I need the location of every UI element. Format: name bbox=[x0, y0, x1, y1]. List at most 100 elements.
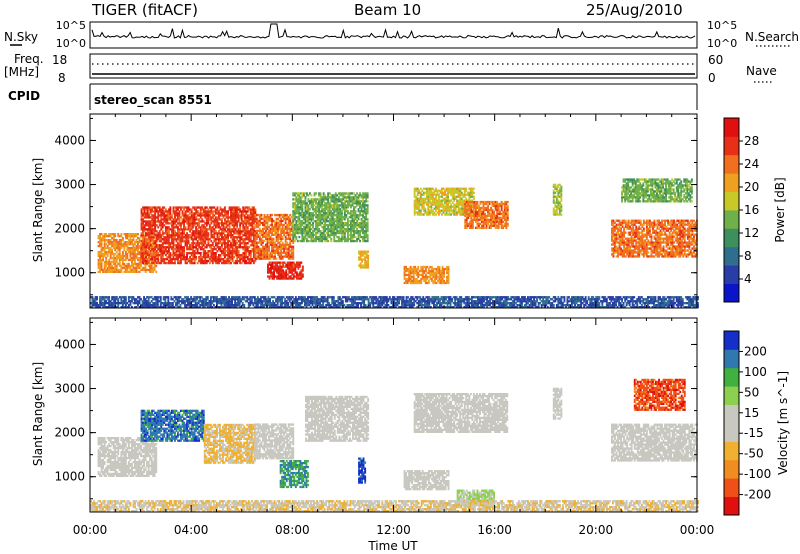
power-cell bbox=[106, 246, 109, 250]
power-cell bbox=[105, 270, 108, 273]
cpid-panel: CPID stereo_scan 8551 bbox=[8, 83, 698, 110]
power-cell bbox=[292, 214, 295, 217]
power-cell bbox=[213, 220, 216, 223]
power-cell bbox=[149, 234, 152, 237]
power-cell bbox=[298, 216, 301, 219]
power-cell bbox=[140, 222, 143, 225]
power-cell bbox=[307, 206, 310, 209]
power-cell bbox=[293, 204, 296, 207]
power-cell bbox=[237, 232, 240, 235]
power-cell bbox=[245, 216, 248, 219]
power-cell bbox=[184, 238, 187, 241]
power-cell bbox=[289, 263, 292, 266]
power-cell bbox=[277, 239, 280, 242]
power-cell bbox=[351, 237, 354, 241]
power-cell bbox=[120, 268, 123, 272]
power-cell bbox=[324, 194, 327, 197]
power-cell bbox=[155, 210, 158, 213]
power-cell bbox=[275, 243, 278, 246]
power-cell bbox=[181, 214, 184, 217]
power-cell bbox=[275, 237, 278, 240]
power-cell bbox=[296, 231, 299, 235]
power-cell bbox=[195, 226, 198, 229]
power-cell bbox=[172, 234, 175, 237]
power-cell bbox=[152, 224, 155, 227]
power-cell bbox=[180, 234, 182, 237]
power-cell bbox=[233, 252, 236, 255]
power-cell bbox=[121, 260, 124, 264]
power-cell bbox=[272, 229, 275, 232]
power-cell bbox=[304, 218, 307, 221]
power-cell bbox=[243, 232, 246, 235]
power-cell bbox=[286, 263, 289, 266]
power-cell bbox=[454, 207, 457, 210]
power-cell bbox=[465, 220, 468, 223]
power-cell bbox=[560, 207, 563, 210]
power-cell bbox=[201, 234, 204, 237]
power-cell bbox=[204, 236, 207, 239]
power-cell bbox=[315, 228, 317, 231]
power-cell bbox=[328, 235, 331, 239]
power-cell bbox=[224, 206, 226, 209]
power-cell bbox=[287, 231, 290, 234]
power-cell bbox=[303, 222, 305, 225]
power-cell bbox=[129, 270, 132, 273]
power-cell bbox=[289, 249, 292, 252]
power-cell bbox=[318, 214, 320, 217]
power-cell bbox=[288, 269, 291, 272]
power-cell bbox=[177, 246, 179, 249]
power-cell bbox=[286, 251, 289, 254]
power-cell bbox=[219, 232, 222, 235]
power-cell bbox=[327, 239, 330, 243]
power-cell bbox=[313, 233, 316, 237]
power-cell bbox=[269, 219, 272, 223]
power-cell bbox=[161, 242, 164, 245]
power-cell bbox=[172, 256, 175, 259]
power-cell bbox=[289, 237, 292, 240]
power-cell bbox=[240, 242, 243, 245]
power-cell bbox=[318, 222, 320, 225]
power-cell bbox=[234, 250, 237, 253]
power-cell bbox=[202, 234, 205, 237]
power-cell bbox=[160, 256, 163, 259]
power-cell bbox=[236, 206, 239, 209]
power-cell bbox=[207, 250, 210, 253]
power-cell bbox=[246, 222, 249, 225]
power-cell bbox=[134, 250, 136, 254]
power-cell bbox=[193, 230, 196, 233]
power-cell bbox=[184, 214, 187, 217]
power-cell bbox=[115, 244, 118, 248]
power-cell bbox=[219, 234, 222, 237]
power-cell bbox=[304, 208, 307, 211]
power-cell bbox=[216, 238, 219, 241]
power-cell bbox=[103, 268, 106, 272]
power-cell bbox=[278, 247, 281, 250]
power-cell bbox=[309, 200, 311, 203]
power-cell bbox=[111, 241, 114, 244]
power-cell bbox=[142, 234, 144, 237]
power-cell bbox=[131, 264, 133, 268]
power-cell bbox=[146, 208, 149, 211]
power-cell bbox=[183, 206, 185, 209]
power-cell bbox=[243, 250, 246, 253]
power-cell bbox=[152, 222, 155, 225]
power-cell bbox=[248, 234, 251, 237]
power-cell bbox=[430, 207, 433, 210]
power-cell bbox=[281, 227, 284, 231]
power-cell bbox=[234, 206, 237, 209]
power-cell bbox=[151, 210, 154, 213]
power-cell bbox=[230, 222, 232, 225]
power-cell bbox=[102, 254, 104, 258]
power-cell bbox=[120, 235, 123, 238]
power-cell bbox=[293, 208, 296, 211]
power-cell bbox=[312, 222, 314, 225]
power-cell bbox=[172, 261, 175, 265]
power-region bbox=[403, 265, 450, 285]
power-cell bbox=[99, 233, 101, 236]
power-cell bbox=[283, 247, 286, 250]
power-cell bbox=[353, 233, 355, 237]
power-cell bbox=[221, 250, 223, 253]
power-cell bbox=[227, 252, 229, 255]
power-cell bbox=[306, 239, 308, 243]
power-cell bbox=[160, 238, 163, 241]
